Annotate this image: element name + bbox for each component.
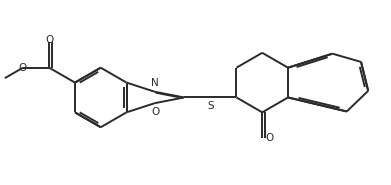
Text: O: O bbox=[265, 133, 273, 143]
Text: O: O bbox=[151, 107, 160, 117]
Text: O: O bbox=[45, 35, 54, 45]
Text: O: O bbox=[19, 63, 27, 73]
Text: S: S bbox=[207, 101, 213, 111]
Text: N: N bbox=[151, 78, 159, 88]
